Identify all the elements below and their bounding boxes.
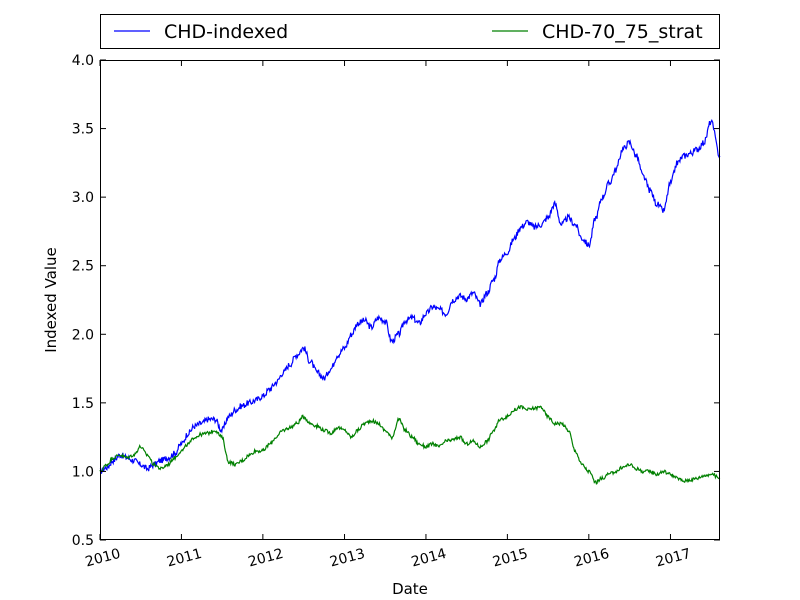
- legend: CHD-indexed CHD-70_75_strat: [100, 14, 720, 49]
- y-tick-label: 4.0: [72, 53, 94, 69]
- x-tick-label: 2011: [165, 546, 204, 571]
- x-tick-label: 2014: [410, 546, 449, 571]
- y-tick-label: 3.0: [72, 190, 94, 206]
- x-tick-label: 2015: [491, 546, 530, 571]
- y-tick-label: 2.5: [72, 259, 94, 275]
- series-lines: [99, 119, 721, 485]
- x-tick-label: 2010: [84, 546, 123, 571]
- plot-area: [100, 60, 720, 540]
- plot-frame: [100, 60, 720, 540]
- x-tick-label: 2017: [654, 546, 693, 571]
- y-tick-label: 3.5: [72, 122, 94, 138]
- legend-box: [100, 14, 720, 49]
- legend-label-chd-70-75-strat: CHD-70_75_strat: [542, 21, 703, 43]
- x-tick-label: 2013: [328, 546, 367, 571]
- x-axis-title: Date: [392, 580, 428, 598]
- x-tick-label: 2016: [572, 546, 611, 571]
- legend-label-chd-indexed: CHD-indexed: [164, 21, 288, 43]
- y-tick-label: 1.0: [72, 464, 94, 480]
- series-line-chd-indexed: [99, 119, 721, 474]
- y-axis-title: Indexed Value: [42, 247, 60, 353]
- series-line-chd-70-75-strat: [99, 404, 721, 485]
- y-tick-label: 1.5: [72, 396, 94, 412]
- y-tick-label: 2.0: [72, 327, 94, 343]
- x-tick-label: 2012: [247, 546, 286, 571]
- y-tick-label: 0.5: [72, 533, 94, 549]
